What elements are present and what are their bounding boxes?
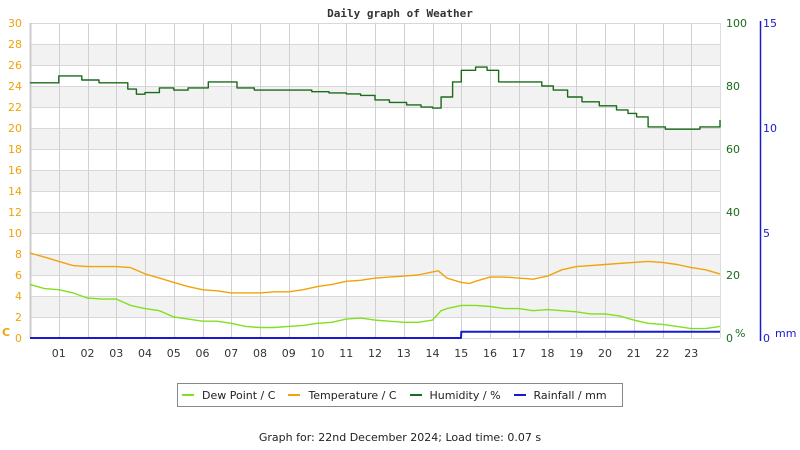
rainfall-tick: 15 bbox=[763, 17, 777, 30]
hour-tick: 07 bbox=[224, 347, 238, 360]
hour-tick: 17 bbox=[512, 347, 526, 360]
temperature-cline bbox=[29, 252, 721, 294]
legend: Dew Point / C Temperature / C Humidity /… bbox=[177, 383, 623, 407]
rainfall-unit: mm bbox=[775, 327, 796, 340]
humidity-tick: 80 bbox=[726, 80, 740, 93]
temperature-tick: 22 bbox=[8, 101, 22, 114]
legend-item-humidity: Humidity / % bbox=[409, 388, 501, 402]
temperature-tick: 14 bbox=[8, 185, 22, 198]
hour-tick: 14 bbox=[426, 347, 440, 360]
hour-tick: 22 bbox=[656, 347, 670, 360]
chart-title: Daily graph of Weather bbox=[327, 7, 473, 20]
temperature-unit: C bbox=[2, 326, 10, 339]
hour-tick: 11 bbox=[339, 347, 353, 360]
temperature-tick: 16 bbox=[8, 164, 22, 177]
hour-tick: 13 bbox=[397, 347, 411, 360]
temperature-tick: 12 bbox=[8, 206, 22, 219]
temperature-tick: 6 bbox=[15, 269, 22, 282]
hour-tick: 15 bbox=[454, 347, 468, 360]
temperature-tick: 4 bbox=[15, 290, 22, 303]
legend-item-rainfall: Rainfall / mm bbox=[513, 388, 607, 402]
temperature-tick: 10 bbox=[8, 227, 22, 240]
hour-tick: 08 bbox=[253, 347, 267, 360]
humidity-tick: 60 bbox=[726, 143, 740, 156]
dew-point-swatch-icon bbox=[182, 394, 194, 396]
humidity-axis: 0 20 40 60 80 100% bbox=[726, 17, 747, 345]
humidity-tick: 100 bbox=[726, 17, 747, 30]
hour-tick: 03 bbox=[109, 347, 123, 360]
temperature-tick: 0 bbox=[15, 332, 22, 345]
humidity-tick: 20 bbox=[726, 269, 740, 282]
graph-footer: Graph for: 22nd December 2024; Load time… bbox=[258, 431, 542, 444]
hour-tick: 12 bbox=[368, 347, 382, 360]
humidity-tick: 40 bbox=[726, 206, 740, 219]
temperature-tick: 8 bbox=[15, 248, 22, 261]
temperature-tick: 28 bbox=[8, 38, 22, 51]
hour-tick: 20 bbox=[598, 347, 612, 360]
hour-tick: 04 bbox=[138, 347, 152, 360]
rainfall-tick: 0 bbox=[763, 332, 770, 345]
legend-label: Humidity / % bbox=[429, 388, 501, 402]
hour-tick: 23 bbox=[684, 347, 698, 360]
rainfall-tick: 5 bbox=[763, 227, 770, 240]
hour-tick: 01 bbox=[52, 347, 66, 360]
hour-tick: 05 bbox=[167, 347, 181, 360]
legend-item-temperature: Temperature / C bbox=[288, 388, 397, 402]
hour-tick: 19 bbox=[569, 347, 583, 360]
grid-lines bbox=[29, 23, 721, 339]
legend-label: Temperature / C bbox=[308, 388, 397, 402]
humidity-swatch-icon bbox=[409, 394, 422, 396]
temperature-tick: 24 bbox=[8, 80, 22, 93]
hour-tick: 21 bbox=[627, 347, 641, 360]
temperature-swatch-icon bbox=[288, 394, 301, 396]
rainfall-mmline bbox=[30, 330, 720, 339]
temperature-tick: 2 bbox=[15, 311, 22, 324]
hour-axis: 01 02 03 04 05 06 07 08 09 10 11 12 13 14 15 16 17 18 19 20… bbox=[52, 347, 699, 360]
legend-label: Dew Point / C bbox=[202, 388, 276, 402]
rainfall-swatch-icon bbox=[513, 394, 526, 396]
temperature-tick: 18 bbox=[8, 143, 22, 156]
legend-label: Rainfall / mm bbox=[533, 388, 607, 402]
hour-tick: 16 bbox=[483, 347, 497, 360]
humidity-unit: % bbox=[735, 327, 745, 340]
hour-tick: 09 bbox=[282, 347, 296, 360]
dew-point-cline bbox=[29, 283, 721, 330]
humidity-tick: 0 bbox=[726, 332, 733, 345]
temperature-tick: 26 bbox=[8, 59, 22, 72]
rainfall-tick: 10 bbox=[763, 122, 777, 135]
hour-tick: 02 bbox=[81, 347, 95, 360]
temperature-tick: 30 bbox=[8, 17, 22, 30]
temperature-tick: 20 bbox=[8, 122, 22, 135]
hour-tick: 10 bbox=[311, 347, 325, 360]
humidity-line bbox=[30, 66, 721, 130]
hour-tick: 06 bbox=[196, 347, 210, 360]
data-series bbox=[29, 66, 721, 339]
rainfall-axis: 0 5 10 15 mm bbox=[759, 17, 796, 345]
hour-tick: 18 bbox=[541, 347, 555, 360]
legend-item-dew-point: Dew Point / C bbox=[182, 389, 275, 402]
